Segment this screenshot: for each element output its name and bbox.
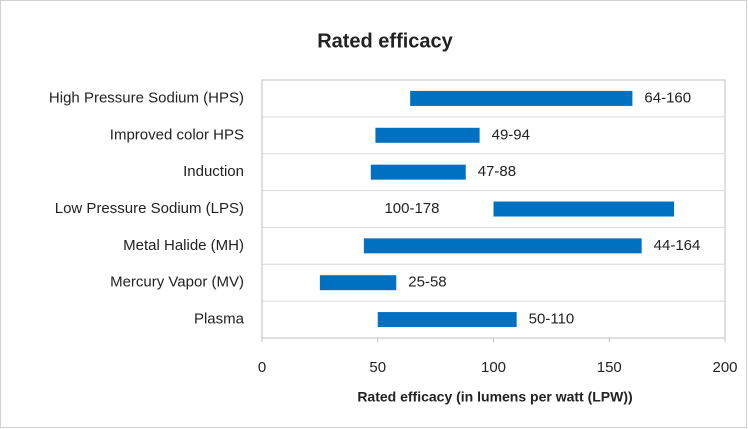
x-tick-label: 150 [597, 359, 622, 376]
value-label: 44-164 [654, 237, 701, 254]
value-label: 49-94 [492, 126, 530, 143]
x-axis-label: Rated efficacy (in lumens per watt (LPW)… [357, 389, 632, 405]
value-label: 64-160 [644, 89, 691, 106]
bar [375, 127, 480, 143]
bar [319, 275, 397, 291]
y-tick-label: Mercury Vapor (MV) [110, 274, 244, 291]
y-tick-label: Improved color HPS [110, 126, 244, 143]
x-tick-label: 100 [481, 359, 506, 376]
y-tick-label: Metal Halide (MH) [123, 237, 244, 254]
y-tick-label: Plasma [194, 311, 245, 328]
bar [377, 312, 517, 328]
value-label: 47-88 [478, 163, 516, 180]
y-tick-label: Induction [183, 163, 244, 180]
chart-title: Rated efficacy [317, 30, 453, 52]
x-tick-label: 50 [369, 359, 386, 376]
bar [363, 238, 642, 254]
x-tick-label: 200 [712, 359, 737, 376]
value-label: 100-178 [384, 200, 439, 217]
y-tick-label: Low Pressure Sodium (LPS) [55, 200, 244, 217]
bar [370, 164, 466, 180]
y-tick-label: High Pressure Sodium (HPS) [49, 89, 244, 106]
bar [410, 90, 633, 106]
value-label: 50-110 [529, 311, 575, 328]
bar [493, 201, 675, 217]
x-tick-label: 0 [258, 359, 266, 376]
value-label: 25-58 [408, 274, 446, 291]
